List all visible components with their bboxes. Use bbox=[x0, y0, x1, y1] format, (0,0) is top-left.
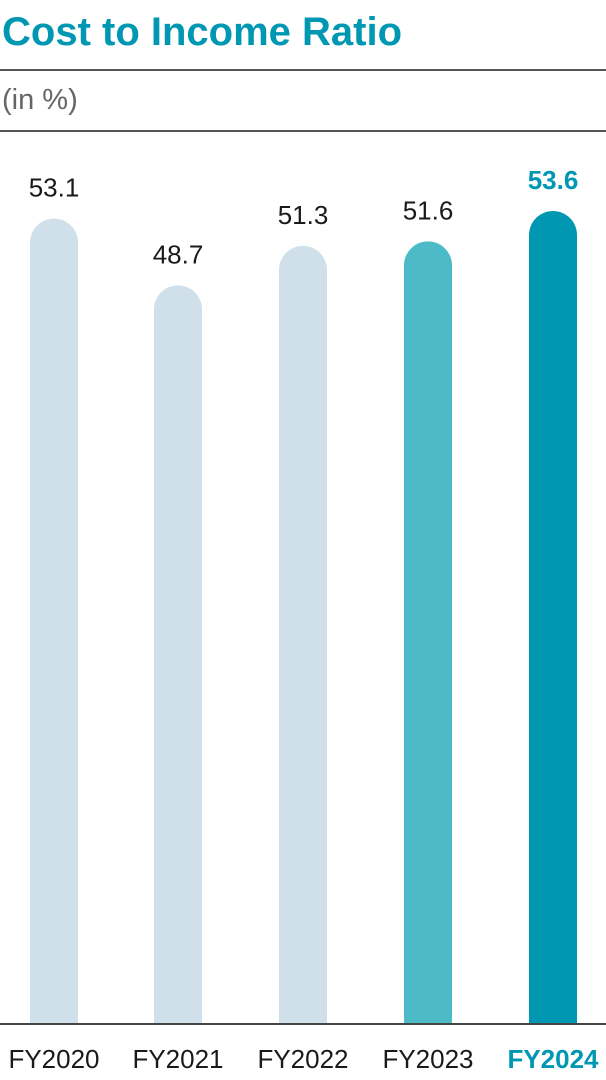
value-label-fy2022: 51.3 bbox=[278, 200, 329, 230]
bar-fy2023 bbox=[404, 241, 452, 1024]
bar-fy2024 bbox=[529, 211, 577, 1024]
x-tick-label-fy2020: FY2020 bbox=[8, 1044, 99, 1074]
bar-fy2022 bbox=[279, 245, 327, 1024]
x-tick-label-fy2024: FY2024 bbox=[507, 1044, 599, 1074]
bar-fy2020 bbox=[30, 218, 78, 1024]
chart-title: Cost to Income Ratio bbox=[2, 10, 403, 54]
x-tick-labels-group: FY2020 FY2021 FY2022 FY2023 FY2024 bbox=[8, 1044, 599, 1074]
value-labels-group: 53.1 48.7 51.3 51.6 53.6 bbox=[29, 165, 579, 269]
value-label-fy2023: 51.6 bbox=[403, 195, 454, 225]
value-label-fy2024: 53.6 bbox=[528, 165, 579, 195]
title-divider bbox=[0, 69, 606, 71]
chart-subtitle: (in %) bbox=[2, 84, 78, 116]
bars-group bbox=[30, 211, 577, 1024]
x-tick-label-fy2022: FY2022 bbox=[257, 1044, 348, 1074]
value-label-fy2020: 53.1 bbox=[29, 173, 80, 203]
x-tick-label-fy2023: FY2023 bbox=[382, 1044, 473, 1074]
value-label-fy2021: 48.7 bbox=[153, 239, 204, 269]
x-tick-label-fy2021: FY2021 bbox=[132, 1044, 223, 1074]
bar-fy2021 bbox=[154, 285, 202, 1024]
subtitle-divider bbox=[0, 130, 606, 132]
x-axis-baseline bbox=[0, 1023, 606, 1025]
